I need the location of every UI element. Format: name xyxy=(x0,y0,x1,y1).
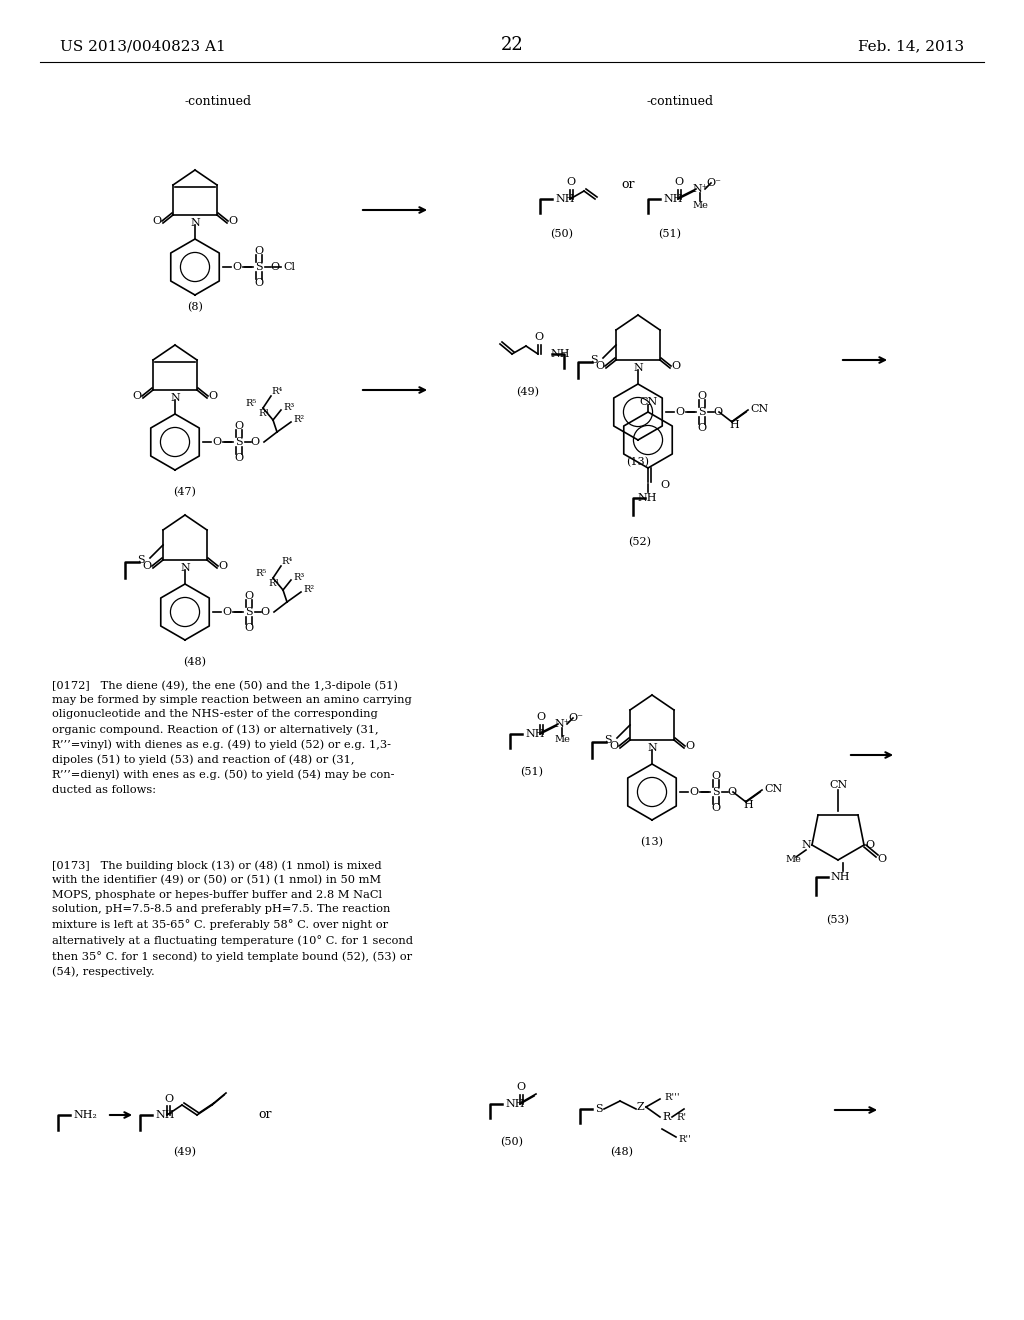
Text: O: O xyxy=(516,1082,525,1092)
Text: O: O xyxy=(234,453,244,463)
Text: S: S xyxy=(255,261,263,272)
Text: NH: NH xyxy=(555,194,574,205)
Text: NH: NH xyxy=(663,194,683,205)
Text: S: S xyxy=(712,787,720,797)
Text: R³: R³ xyxy=(293,573,304,582)
Text: NH: NH xyxy=(637,492,656,503)
Text: O: O xyxy=(251,437,259,447)
Text: NH: NH xyxy=(155,1110,174,1119)
Text: O: O xyxy=(566,177,575,187)
Text: O: O xyxy=(714,407,723,417)
Text: S: S xyxy=(595,1104,603,1114)
Text: 22: 22 xyxy=(501,36,523,54)
Text: O: O xyxy=(132,391,141,401)
Text: O: O xyxy=(535,333,544,342)
Text: O: O xyxy=(685,741,694,751)
Text: H: H xyxy=(743,800,753,810)
Text: S: S xyxy=(590,355,598,366)
Text: O: O xyxy=(222,607,231,616)
Text: R''': R''' xyxy=(664,1093,680,1101)
Text: (51): (51) xyxy=(520,767,544,777)
Text: O: O xyxy=(676,407,685,417)
Text: Me: Me xyxy=(554,735,570,744)
Text: O: O xyxy=(165,1094,173,1104)
Text: R²: R² xyxy=(303,586,314,594)
Text: S: S xyxy=(236,437,243,447)
Text: (8): (8) xyxy=(187,302,203,312)
Text: N: N xyxy=(190,218,200,228)
Text: CN: CN xyxy=(828,780,847,789)
Text: O: O xyxy=(234,421,244,432)
Text: O: O xyxy=(712,771,721,781)
Text: (51): (51) xyxy=(658,228,682,239)
Text: Z: Z xyxy=(636,1102,644,1111)
Text: O: O xyxy=(260,607,269,616)
Text: (52): (52) xyxy=(629,537,651,546)
Text: O: O xyxy=(254,279,263,288)
Text: S: S xyxy=(245,607,253,616)
Text: O: O xyxy=(697,422,707,433)
Text: [0173]   The building block (13) or (48) (1 nmol) is mixed
with the identifier (: [0173] The building block (13) or (48) (… xyxy=(52,861,413,977)
Text: R⁵: R⁵ xyxy=(246,399,257,408)
Text: (13): (13) xyxy=(627,457,649,467)
Text: US 2013/0040823 A1: US 2013/0040823 A1 xyxy=(60,40,225,53)
Text: (49): (49) xyxy=(173,1147,197,1158)
Text: N: N xyxy=(180,564,189,573)
Text: O: O xyxy=(254,246,263,256)
Text: -continued: -continued xyxy=(184,95,252,108)
Text: or: or xyxy=(258,1109,271,1122)
Text: O: O xyxy=(712,803,721,813)
Text: R': R' xyxy=(676,1113,686,1122)
Text: R'': R'' xyxy=(678,1134,691,1143)
Text: O⁻: O⁻ xyxy=(707,178,722,187)
Text: O: O xyxy=(675,177,684,187)
Text: Me: Me xyxy=(785,855,801,865)
Text: R⁴: R⁴ xyxy=(271,388,283,396)
Text: -continued: -continued xyxy=(646,95,714,108)
Text: (13): (13) xyxy=(640,837,664,847)
Text: NH: NH xyxy=(830,873,850,882)
Text: S: S xyxy=(604,735,611,744)
Text: R³: R³ xyxy=(283,404,294,412)
Text: (49): (49) xyxy=(516,387,540,397)
Text: R¹: R¹ xyxy=(258,409,269,418)
Text: O: O xyxy=(228,216,238,226)
Text: (50): (50) xyxy=(551,228,573,239)
Text: R²: R² xyxy=(293,416,304,425)
Text: O: O xyxy=(689,787,698,797)
Text: N: N xyxy=(633,363,643,374)
Text: O: O xyxy=(697,391,707,401)
Text: [0172]   The diene (49), the ene (50) and the 1,3-dipole (51)
may be formed by s: [0172] The diene (49), the ene (50) and … xyxy=(52,680,412,795)
Text: O: O xyxy=(218,561,227,572)
Text: N: N xyxy=(801,840,811,850)
Text: (48): (48) xyxy=(183,656,207,667)
Text: (47): (47) xyxy=(173,487,197,498)
Text: N: N xyxy=(647,743,656,752)
Text: NH: NH xyxy=(550,348,569,359)
Text: NH: NH xyxy=(505,1100,524,1109)
Text: S: S xyxy=(698,407,706,417)
Text: or: or xyxy=(622,178,635,191)
Text: O: O xyxy=(232,261,242,272)
Text: N⁺: N⁺ xyxy=(554,719,569,729)
Text: NH₂: NH₂ xyxy=(73,1110,97,1119)
Text: (53): (53) xyxy=(826,915,850,925)
Text: CN: CN xyxy=(750,404,768,414)
Text: N⁺: N⁺ xyxy=(692,183,708,194)
Text: (48): (48) xyxy=(610,1147,634,1158)
Text: O: O xyxy=(878,854,887,865)
Text: O: O xyxy=(212,437,221,447)
Text: O: O xyxy=(209,391,217,401)
Text: Me: Me xyxy=(692,201,708,210)
Text: O: O xyxy=(153,216,162,226)
Text: O: O xyxy=(865,840,874,850)
Text: O: O xyxy=(270,261,280,272)
Text: O: O xyxy=(660,480,669,490)
Text: (50): (50) xyxy=(501,1137,523,1147)
Text: S: S xyxy=(137,554,144,565)
Text: O⁻: O⁻ xyxy=(568,713,584,723)
Text: N: N xyxy=(170,393,180,403)
Text: R¹: R¹ xyxy=(268,579,280,587)
Text: Feb. 14, 2013: Feb. 14, 2013 xyxy=(858,40,964,53)
Text: O: O xyxy=(672,360,681,371)
